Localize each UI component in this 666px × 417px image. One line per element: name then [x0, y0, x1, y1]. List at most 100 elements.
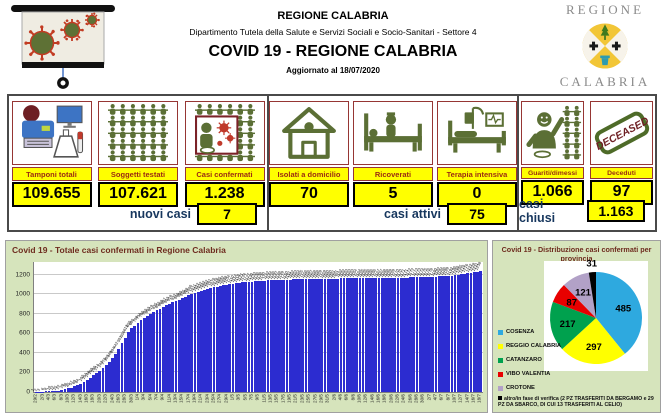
- x-axis-tick: 12/6: [362, 394, 368, 403]
- pie-chart-title: Covid 19 - Distribuzione casi confermati…: [501, 245, 652, 264]
- x-axis-tick: 24/6: [401, 394, 407, 403]
- bar: 1158: [312, 269, 320, 392]
- stat-label: Deceduti: [590, 167, 653, 179]
- pie-slice: [549, 301, 596, 350]
- x-axis-tick: 1/5: [229, 394, 235, 401]
- x-axis-tick: 28/3: [121, 394, 127, 403]
- bar-value-label: 1238: [473, 260, 483, 271]
- bar: 556 28/3: [118, 329, 127, 403]
- bar: 1000: [185, 284, 194, 392]
- x-axis-tick: 7/5: [248, 394, 254, 401]
- bar: 975: [179, 288, 187, 392]
- bar: 1163 8/6: [347, 268, 356, 400]
- x-axis-tick: 9/5: [255, 394, 261, 401]
- bar: 1042: [198, 280, 206, 392]
- bar: 680: [128, 317, 137, 392]
- bar: 1104: [223, 274, 232, 392]
- bar: 1136 9/5: [252, 271, 261, 400]
- x-axis-tick: 20/3: [96, 394, 102, 403]
- bar: 1098 29/4: [220, 274, 229, 402]
- bar: 10: [45, 385, 54, 392]
- y-axis-tick: 1200: [15, 271, 30, 279]
- summary-value: 75: [447, 203, 507, 225]
- legend-item: REGGIO CALABRIA: [498, 343, 561, 349]
- bar: 243: [96, 360, 105, 392]
- stats-group-testing: Tamponi totali 109.655 Soggetti testati …: [9, 96, 267, 230]
- bar: 852: [153, 300, 162, 392]
- stat-card-soggetti: Soggetti testati 107.621: [98, 101, 178, 207]
- bar: 1153 21/5: [290, 269, 299, 403]
- x-axis-tick: 19/4: [191, 394, 197, 403]
- bar: 1138: [255, 271, 263, 392]
- bar: 1157: [306, 269, 314, 392]
- bar: 1166 14/6: [366, 268, 375, 403]
- y-axis-tick: 400: [19, 349, 30, 357]
- bar: 819: [147, 304, 156, 392]
- x-axis-tick: 12/3: [71, 394, 77, 403]
- x-axis-tick: 10/7: [451, 394, 457, 403]
- stat-label: Tamponi totali: [11, 167, 92, 181]
- x-axis-tick: 26/6: [407, 394, 413, 403]
- x-axis-tick: 23/5: [299, 394, 305, 403]
- bar-plot: 0 200 400 600 800 1000 1200 1 29/2 2 3 2/3 6 8 4/3 10 12…: [16, 260, 483, 403]
- bar: 612: [122, 324, 130, 392]
- lab-tests-icon: [11, 101, 92, 165]
- x-axis-tick: 6/7: [439, 394, 445, 401]
- legend-swatch: [498, 385, 503, 391]
- x-axis-tick: 27/5: [312, 394, 318, 403]
- bar: 1172 26/6: [404, 268, 413, 403]
- virus-icon: [60, 18, 84, 42]
- bar: 1175: [420, 267, 428, 392]
- x-axis-tick: 17/4: [185, 394, 191, 403]
- header: REGIONE CALABRIA Dipartimento Tutela del…: [130, 10, 536, 75]
- x-axis-tick: 13/5: [267, 394, 273, 403]
- gridline: [34, 273, 483, 275]
- legend-swatch: [498, 329, 503, 335]
- x-axis-tick: 17/5: [280, 394, 286, 403]
- bar-chart-title: Covid 19 - Totale casi confermati in Reg…: [12, 245, 226, 255]
- bar: 6: [39, 387, 48, 392]
- bar: 1200: [451, 265, 460, 392]
- bar: 1222: [464, 262, 473, 392]
- virus-icon: [84, 12, 100, 28]
- bar: 69: [71, 379, 80, 392]
- stats-group-closed: Guariti/dimessi 1.066 DECEASED Deceduti …: [517, 96, 655, 230]
- legend-label: REGGIO CALABRIA: [506, 343, 562, 349]
- pie-data-label: 297: [586, 342, 602, 353]
- bar: 1171: [401, 268, 409, 392]
- bar: 1078: [210, 276, 219, 392]
- stat-card-terapia: Terapia intensiva 0: [437, 101, 517, 207]
- x-axis-tick: 5/5: [242, 394, 248, 401]
- bar: 1167: [375, 268, 384, 392]
- stat-label: Casi confermati: [184, 167, 265, 181]
- summary-value: 1.163: [586, 200, 645, 222]
- x-axis-tick: 2/6: [331, 394, 337, 401]
- x-axis-tick: 16/7: [470, 394, 476, 403]
- bar: 932 13/4: [169, 293, 178, 403]
- virus-icon: [216, 120, 235, 146]
- bar: 887: [160, 297, 168, 392]
- x-axis-tick: 1/4: [134, 394, 140, 401]
- pie-slice: [552, 285, 596, 318]
- stat-value: 1.066: [521, 180, 584, 205]
- bar: 1180 4/7: [429, 267, 438, 401]
- legend-item: CROTONE: [498, 385, 561, 391]
- pie-slice: [562, 318, 625, 365]
- x-axis-tick: 14/7: [464, 394, 470, 403]
- bar: 1156 25/5: [302, 269, 311, 403]
- bar: 782: [141, 307, 149, 392]
- logo-top-text: REGIONE: [565, 2, 645, 17]
- pie-slice: [596, 272, 643, 354]
- bar: 214 20/3: [93, 363, 102, 403]
- bar: 1160 31/5: [321, 269, 330, 403]
- bar: 1130 7/5: [245, 272, 254, 401]
- bar: 8 4/3: [42, 387, 51, 400]
- bar: 22 8/3: [55, 384, 64, 401]
- bar: 1165: [356, 268, 365, 392]
- stats-group-active: Isolati a domicilio 70: [267, 96, 517, 230]
- bar: 1149 17/5: [277, 270, 286, 403]
- x-axis-tick: 30/6: [420, 394, 426, 403]
- total-cases-chart-panel: Covid 19 - Totale casi confermati in Reg…: [5, 240, 488, 413]
- stat-label: Soggetti testati: [98, 167, 178, 181]
- x-axis-tick: 3/5: [236, 394, 242, 401]
